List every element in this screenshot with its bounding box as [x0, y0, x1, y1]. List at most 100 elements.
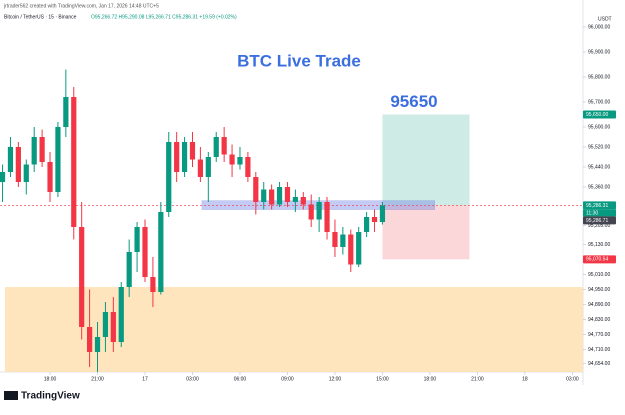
y-tick-label: 95,010.00 [588, 272, 610, 278]
candle-body [245, 157, 251, 177]
candle-body [229, 154, 235, 165]
candle-body [379, 205, 386, 222]
target-area [382, 114, 470, 206]
logo: TradingView [4, 391, 80, 402]
price-tag-label: 95,070.54 [586, 257, 608, 263]
candle-body [134, 227, 140, 252]
symbol: Bitcoin / TetherUS · 15 · Binance [4, 14, 77, 20]
candle-body [324, 202, 330, 232]
x-tick-label: 06:00 [234, 376, 247, 382]
candle-body [316, 202, 322, 220]
y-tick-label: 95,440.00 [588, 164, 610, 170]
candle-body [79, 227, 85, 327]
candle-body [102, 312, 109, 337]
candle-body [332, 232, 338, 247]
y-tick-label: 95,600.00 [588, 124, 610, 130]
candle-body [340, 234, 346, 247]
candle-body [213, 137, 219, 157]
y-tick-label: 95,700.00 [588, 99, 610, 105]
x-tick-label: 21:00 [91, 376, 104, 382]
price-tag [583, 216, 616, 225]
x-tick-label: 03:00 [186, 376, 199, 382]
candle-body [261, 189, 267, 202]
y-tick-label: 95,800.00 [588, 74, 610, 80]
stop-area [382, 205, 470, 260]
candle-body [142, 227, 148, 277]
candle-body [166, 142, 172, 212]
x-tick-label: 21:00 [471, 376, 484, 382]
y-tick-label: 94,710.00 [588, 347, 610, 353]
x-tick-label: 09:00 [281, 376, 294, 382]
candle-body [356, 232, 362, 265]
candle-body [269, 189, 275, 205]
credit: jrtrader562 created with TradingView.com… [3, 3, 159, 9]
candle-body [221, 137, 227, 155]
candle-body [23, 164, 29, 182]
logo-text: TradingView [21, 391, 80, 402]
y-tick-label: 94,890.00 [588, 302, 610, 308]
x-tick-label: 12:00 [329, 376, 342, 382]
candle-body [371, 217, 378, 222]
candle-body [348, 234, 354, 265]
candle-body [237, 157, 243, 165]
candle-body [205, 157, 211, 177]
y-tick-label: 94,654.00 [588, 361, 610, 367]
chart-title: BTC Live Trade [237, 51, 361, 70]
candle-body [308, 204, 314, 220]
ohlc: O95,266.72 H95,290.08 L95,266.71 C95,286… [91, 14, 237, 20]
countdown-bg [583, 209, 616, 217]
price-tag-label: 95,286.71 [586, 218, 608, 224]
y-tick-label: 96,000.00 [588, 24, 610, 30]
candle-body [126, 252, 132, 287]
candle-body [71, 97, 77, 227]
candle-body [110, 312, 116, 342]
candle-body [63, 97, 69, 127]
candle-body [284, 187, 291, 202]
candle-body [0, 172, 6, 182]
currency: USDT [598, 16, 612, 22]
candle-body [181, 142, 188, 172]
countdown: 11:30 [586, 210, 598, 216]
candle-body [150, 277, 156, 292]
candle-body [47, 162, 53, 192]
candle-body [300, 197, 306, 205]
y-tick-label: 94,950.00 [588, 287, 610, 293]
candle-body [253, 177, 259, 202]
candle-body [292, 197, 298, 202]
candle-body [158, 212, 164, 292]
x-tick-label: 18:00 [44, 376, 57, 382]
y-tick-label: 94,770.00 [588, 332, 610, 338]
logo-icon [4, 391, 18, 400]
y-tick-label: 95,900.00 [588, 49, 610, 55]
price-tag-label: 95,286.31 [586, 203, 608, 209]
candle-body [174, 142, 180, 172]
target-label: 95650 [390, 92, 437, 111]
demand-zone [5, 287, 583, 372]
x-tick-label: 03:00 [566, 376, 579, 382]
price-tag-label: 95,650.00 [586, 112, 608, 118]
candle-body [39, 137, 45, 162]
y-tick-label: 95,205.00 [588, 223, 610, 229]
candle-body [15, 147, 21, 182]
price-tag [583, 201, 616, 210]
candle-body [276, 187, 283, 205]
x-tick-label: 18:00 [424, 376, 437, 382]
x-tick-label: 17 [142, 376, 148, 382]
candle-body [189, 142, 196, 160]
y-tick-label: 95,360.00 [588, 184, 610, 190]
price-tag [583, 255, 616, 264]
x-tick-label: 15:00 [376, 376, 389, 382]
price-tag [583, 110, 616, 119]
candle-body [364, 217, 370, 232]
candle-body [31, 137, 37, 165]
candle-body [118, 287, 124, 342]
y-tick-label: 95,520.00 [588, 144, 610, 150]
candle-body [7, 147, 14, 172]
candle-body [94, 337, 101, 352]
x-tick-label: 18 [522, 376, 528, 382]
candle-body [55, 127, 61, 192]
y-tick-label: 95,130.00 [588, 242, 610, 248]
y-tick-label: 94,830.00 [588, 317, 610, 323]
candle-body [86, 327, 93, 352]
